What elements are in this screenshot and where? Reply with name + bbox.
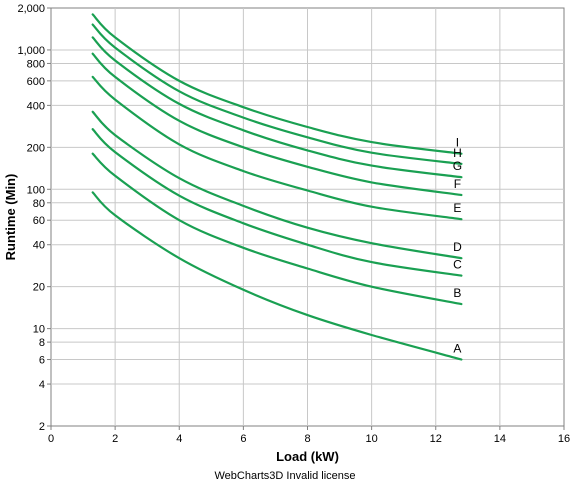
- y-tick-label: 80: [33, 198, 45, 210]
- y-tick-label: 2: [39, 421, 45, 433]
- y-axis-title: Runtime (Min): [3, 174, 18, 261]
- series-label-d: D: [453, 240, 462, 254]
- series-label-a: A: [453, 342, 461, 356]
- runtime-chart: 0 2 4 6 8 10 12 14 16 24681020406080100200400600…: [3, 3, 570, 464]
- grid-lines: [47, 7, 565, 430]
- y-tick-label: 1,000: [17, 45, 45, 57]
- x-tick-label: 10: [366, 433, 378, 445]
- y-tick-label: 10: [33, 324, 45, 336]
- series-line-d: [91, 110, 463, 260]
- series-lines: [91, 13, 463, 361]
- series-line-g: [91, 36, 463, 179]
- y-tick-label: 20: [33, 282, 45, 294]
- y-tick-label: 800: [27, 58, 45, 70]
- x-axis-ticks: 0 2 4 6 8 10 12 14 16: [48, 433, 570, 445]
- x-tick-label: 16: [558, 433, 570, 445]
- series-label-h: H: [453, 146, 462, 160]
- y-tick-label: 200: [27, 142, 45, 154]
- y-tick-label: 6: [39, 355, 45, 367]
- y-tick-label: 8: [39, 337, 45, 349]
- series-line-i: [91, 13, 463, 155]
- x-tick-label: 0: [48, 433, 54, 445]
- series-line-c: [91, 128, 463, 277]
- series-line-h: [91, 23, 463, 165]
- x-axis-title: Load (kW): [276, 449, 339, 464]
- x-tick-label: 4: [176, 433, 182, 445]
- series-label-f: F: [454, 177, 461, 191]
- series-label-b: B: [453, 286, 461, 300]
- y-tick-label: 100: [27, 184, 45, 196]
- x-tick-label: 8: [304, 433, 310, 445]
- license-footer: WebCharts3D Invalid license: [214, 470, 356, 482]
- series-line-e: [91, 75, 463, 221]
- y-tick-label: 600: [27, 76, 45, 88]
- y-tick-label: 40: [33, 240, 45, 252]
- series-label-g: G: [453, 159, 462, 173]
- series-label-i: I: [456, 136, 459, 150]
- y-tick-label: 60: [33, 215, 45, 227]
- x-tick-label: 2: [112, 433, 118, 445]
- series-label-c: C: [453, 258, 462, 272]
- y-tick-label: 2,000: [17, 3, 45, 15]
- x-tick-label: 6: [240, 433, 246, 445]
- series-label-e: E: [453, 201, 461, 215]
- y-tick-label: 400: [27, 100, 45, 112]
- x-tick-label: 14: [494, 433, 506, 445]
- x-tick-label: 12: [430, 433, 442, 445]
- series-line-a: [91, 191, 463, 361]
- series-line-b: [91, 152, 463, 306]
- y-tick-label: 4: [39, 379, 45, 391]
- series-line-f: [91, 52, 463, 197]
